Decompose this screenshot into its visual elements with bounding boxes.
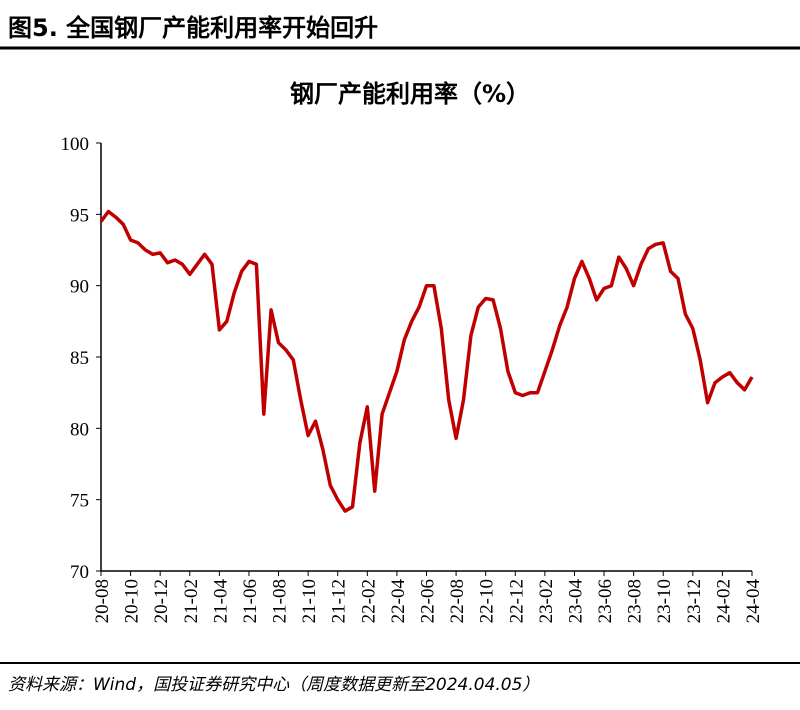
- x-tick-label: 21-12: [329, 579, 350, 623]
- y-tick-label: 70: [70, 562, 89, 583]
- x-tick-label: 21-02: [181, 579, 202, 623]
- x-tick-label: 24-04: [743, 579, 764, 624]
- x-tick-label: 20-12: [151, 579, 172, 623]
- x-tick-label: 20-08: [92, 579, 113, 623]
- x-tick-label: 23-04: [565, 579, 586, 624]
- chart-title: 钢厂产能利用率（%）: [290, 80, 530, 108]
- x-tick-label: 21-08: [270, 579, 291, 623]
- y-tick-label: 100: [61, 134, 90, 155]
- x-tick-label: 24-02: [713, 579, 734, 623]
- y-tick-label: 90: [70, 277, 89, 298]
- y-tick-label: 80: [70, 419, 89, 440]
- y-tick-label: 95: [70, 205, 89, 226]
- x-tick-label: 21-04: [210, 579, 231, 624]
- x-tick-label: 23-02: [536, 579, 557, 623]
- x-tick-label: 22-12: [506, 579, 527, 623]
- x-tick-label: 22-04: [388, 579, 409, 624]
- x-tick-label: 22-06: [418, 579, 439, 623]
- x-tick-label: 21-06: [240, 579, 261, 623]
- x-tick-label: 23-12: [684, 579, 705, 623]
- x-tick-label: 22-10: [477, 579, 498, 623]
- x-tick-label: 21-10: [299, 579, 320, 623]
- x-tick-label: 23-08: [625, 579, 646, 623]
- x-tick-label: 22-08: [447, 579, 468, 623]
- y-tick-label: 75: [70, 491, 89, 512]
- x-tick-label: 23-06: [595, 579, 616, 623]
- x-tick-label: 20-10: [122, 579, 143, 623]
- x-tick-label: 22-02: [358, 579, 379, 623]
- source: 资料来源：Wind，国投证券研究中心（周度数据更新至2024.04.05）: [8, 675, 539, 695]
- figure-title: 图5. 全国钢厂产能利用率开始回升: [8, 14, 378, 42]
- x-tick-label: 23-10: [654, 579, 675, 623]
- y-tick-label: 85: [70, 348, 89, 369]
- data-line: [99, 209, 754, 513]
